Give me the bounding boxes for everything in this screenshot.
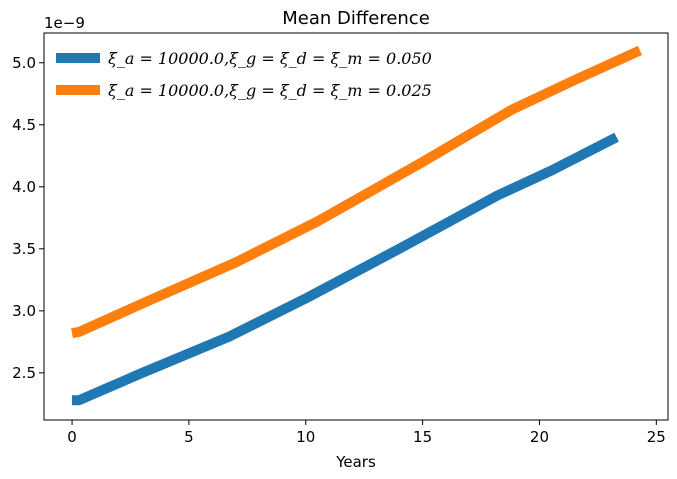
- y-axis: 2.5 3.0 3.5 4.0 4.5 5.0: [12, 54, 44, 382]
- x-tick-label: 5: [184, 428, 194, 446]
- x-axis: 0 5 10 15 20 25: [67, 420, 666, 446]
- y-tick-label: 2.5: [12, 364, 36, 382]
- x-tick-label: 0: [67, 428, 77, 446]
- legend: ξ_a = 10000.0,ξ_g = ξ_d = ξ_m = 0.050 ξ_a…: [56, 49, 432, 100]
- y-tick-label: 4.0: [12, 178, 36, 196]
- plot-area: [71, 45, 643, 406]
- x-tick-label: 20: [530, 428, 549, 446]
- y-offset-label: 1e−9: [44, 14, 85, 32]
- series-line-2: [71, 45, 643, 339]
- x-tick-label: 10: [296, 428, 315, 446]
- y-tick-label: 4.5: [12, 116, 36, 134]
- y-tick-label: 3.5: [12, 240, 36, 258]
- y-tick-label: 5.0: [12, 54, 36, 72]
- x-axis-label: Years: [335, 453, 376, 471]
- legend-label-2: ξ_a = 10000.0,ξ_g = ξ_d = ξ_m = 0.025: [108, 81, 432, 100]
- series-line-1: [72, 132, 619, 406]
- legend-label-1: ξ_a = 10000.0,ξ_g = ξ_d = ξ_m = 0.050: [108, 49, 432, 68]
- chart-title: Mean Difference: [282, 8, 430, 29]
- x-tick-label: 15: [413, 428, 432, 446]
- x-tick-label: 25: [647, 428, 666, 446]
- y-tick-label: 3.0: [12, 302, 36, 320]
- axes-frame: [43, 32, 669, 421]
